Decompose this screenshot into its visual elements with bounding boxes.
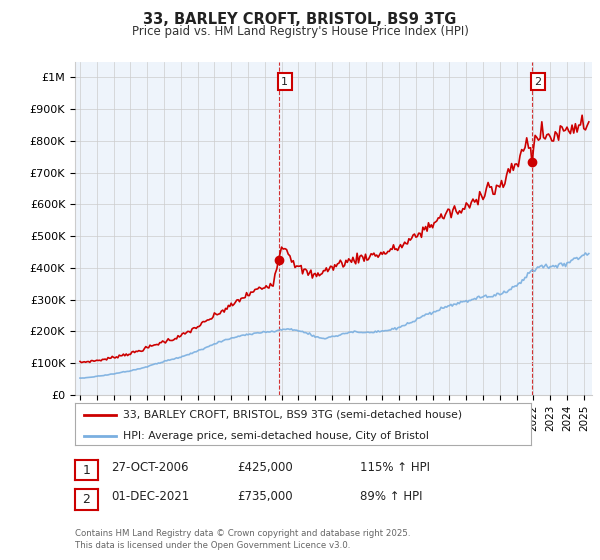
Text: 33, BARLEY CROFT, BRISTOL, BS9 3TG (semi-detached house): 33, BARLEY CROFT, BRISTOL, BS9 3TG (semi… bbox=[123, 410, 462, 420]
Text: HPI: Average price, semi-detached house, City of Bristol: HPI: Average price, semi-detached house,… bbox=[123, 431, 429, 441]
Text: This data is licensed under the Open Government Licence v3.0.: This data is licensed under the Open Gov… bbox=[75, 541, 350, 550]
Text: Price paid vs. HM Land Registry's House Price Index (HPI): Price paid vs. HM Land Registry's House … bbox=[131, 25, 469, 38]
Text: 33, BARLEY CROFT, BRISTOL, BS9 3TG: 33, BARLEY CROFT, BRISTOL, BS9 3TG bbox=[143, 12, 457, 27]
Text: 01-DEC-2021: 01-DEC-2021 bbox=[111, 490, 189, 503]
Text: £425,000: £425,000 bbox=[237, 461, 293, 474]
Text: 115% ↑ HPI: 115% ↑ HPI bbox=[360, 461, 430, 474]
Text: 2: 2 bbox=[82, 493, 91, 506]
Text: 27-OCT-2006: 27-OCT-2006 bbox=[111, 461, 188, 474]
Text: Contains HM Land Registry data © Crown copyright and database right 2025.: Contains HM Land Registry data © Crown c… bbox=[75, 529, 410, 538]
Text: 2: 2 bbox=[535, 77, 542, 87]
Text: 1: 1 bbox=[82, 464, 91, 477]
Text: 89% ↑ HPI: 89% ↑ HPI bbox=[360, 490, 422, 503]
Text: £735,000: £735,000 bbox=[237, 490, 293, 503]
Text: 1: 1 bbox=[281, 77, 288, 87]
